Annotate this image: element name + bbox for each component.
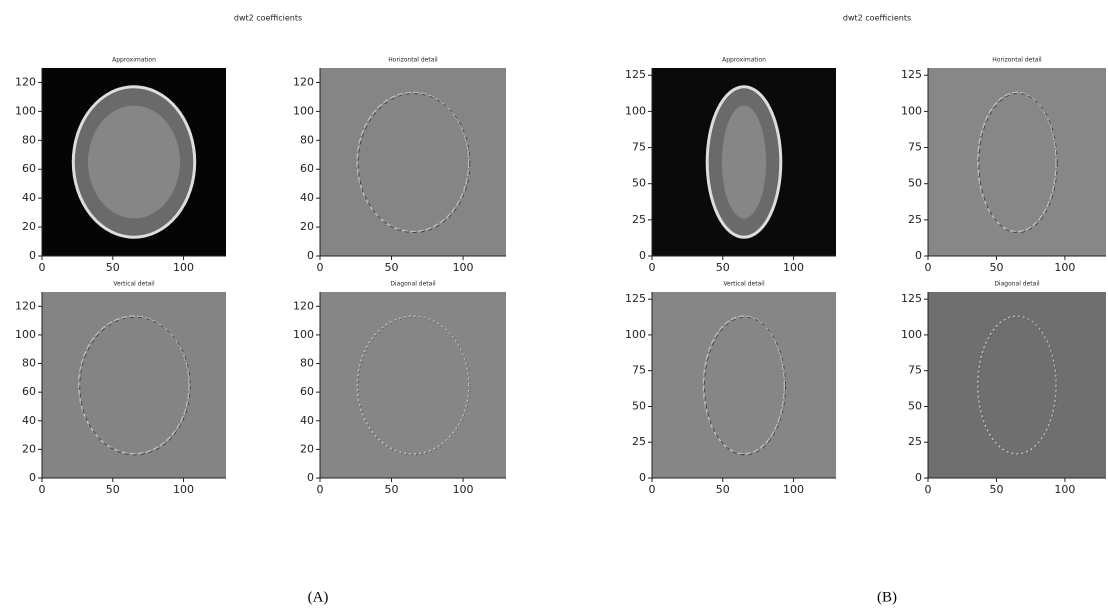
y-tick-label: 80 — [22, 133, 36, 146]
subplot-title: Horizontal detail — [388, 57, 438, 64]
y-tick-label: 60 — [22, 385, 36, 398]
x-tick-label: 50 — [989, 261, 1003, 274]
x-tick-label: 50 — [385, 483, 399, 496]
image — [928, 292, 1106, 478]
y-tick-label: 20 — [22, 220, 36, 233]
y-tick-label: 20 — [22, 442, 36, 455]
y-tick-label: 75 — [908, 364, 922, 377]
x-tick-label: 50 — [716, 483, 730, 496]
panel-label: (A) — [308, 589, 329, 605]
y-tick-label: 100 — [293, 328, 314, 341]
x-tick-label: 0 — [925, 483, 932, 496]
figure: dwt2 coefficients (A) Approximation 0 50 100 0… — [0, 0, 1108, 609]
subplot-title: Approximation — [112, 57, 156, 64]
y-tick-label: 120 — [15, 299, 36, 312]
y-tick-label: 25 — [908, 435, 922, 448]
x-tick-label: 50 — [716, 261, 730, 274]
x-tick-label: 100 — [783, 483, 804, 496]
y-tick-label: 125 — [901, 68, 922, 81]
y-tick-label: 120 — [293, 299, 314, 312]
y-tick-label: 100 — [293, 104, 314, 117]
x-tick-label: 0 — [649, 483, 656, 496]
y-tick-label: 25 — [908, 213, 922, 226]
y-tick-label: 75 — [632, 364, 646, 377]
y-tick-label: 125 — [901, 292, 922, 305]
y-tick-label: 75 — [908, 141, 922, 154]
x-tick-label: 50 — [106, 261, 120, 274]
image — [928, 68, 1106, 256]
figure-title: dwt2 coefficients — [843, 14, 911, 23]
image — [320, 68, 506, 256]
y-tick-label: 120 — [15, 75, 36, 88]
x-tick-label: 100 — [453, 483, 474, 496]
y-tick-label: 80 — [300, 133, 314, 146]
y-tick-label: 50 — [908, 177, 922, 190]
y-tick-label: 25 — [632, 213, 646, 226]
y-tick-label: 60 — [22, 162, 36, 175]
y-tick-label: 40 — [22, 191, 36, 204]
subplot-title: Horizontal detail — [992, 57, 1042, 64]
panel-label: (B) — [877, 589, 897, 605]
x-tick-label: 0 — [39, 483, 46, 496]
y-tick-label: 80 — [300, 357, 314, 370]
scan-inner — [88, 106, 180, 219]
subplot-title: Vertical detail — [723, 281, 765, 288]
x-tick-label: 0 — [39, 261, 46, 274]
subplot-title: Approximation — [722, 57, 766, 64]
y-tick-label: 20 — [300, 220, 314, 233]
y-tick-label: 100 — [15, 328, 36, 341]
y-tick-label: 120 — [293, 75, 314, 88]
image — [652, 292, 836, 478]
y-tick-label: 50 — [908, 399, 922, 412]
figure-title: dwt2 coefficients — [234, 14, 302, 23]
y-tick-label: 100 — [901, 104, 922, 117]
y-tick-label: 60 — [300, 385, 314, 398]
y-tick-label: 50 — [632, 399, 646, 412]
image — [320, 292, 506, 478]
x-tick-label: 100 — [1054, 483, 1075, 496]
y-tick-label: 40 — [300, 191, 314, 204]
x-tick-label: 100 — [173, 261, 194, 274]
x-tick-label: 0 — [317, 261, 324, 274]
subplot-title: Diagonal detail — [994, 281, 1040, 288]
y-tick-label: 80 — [22, 357, 36, 370]
x-tick-label: 100 — [1054, 261, 1075, 274]
x-tick-label: 50 — [106, 483, 120, 496]
y-tick-label: 0 — [915, 471, 922, 484]
y-tick-label: 100 — [625, 104, 646, 117]
y-tick-label: 20 — [300, 442, 314, 455]
scan-inner — [722, 106, 766, 219]
x-tick-label: 50 — [989, 483, 1003, 496]
y-tick-label: 50 — [632, 177, 646, 190]
y-tick-label: 100 — [625, 328, 646, 341]
y-tick-label: 60 — [300, 162, 314, 175]
y-tick-label: 40 — [22, 414, 36, 427]
y-tick-label: 40 — [300, 414, 314, 427]
x-tick-label: 100 — [173, 483, 194, 496]
y-tick-label: 0 — [307, 471, 314, 484]
y-tick-label: 0 — [307, 249, 314, 262]
y-tick-label: 0 — [915, 249, 922, 262]
y-tick-label: 125 — [625, 292, 646, 305]
subplot-title: Vertical detail — [113, 281, 155, 288]
y-tick-label: 125 — [625, 68, 646, 81]
x-tick-label: 0 — [317, 483, 324, 496]
y-tick-label: 100 — [901, 328, 922, 341]
x-tick-label: 50 — [385, 261, 399, 274]
x-tick-label: 100 — [453, 261, 474, 274]
image — [42, 292, 226, 478]
y-tick-label: 0 — [639, 471, 646, 484]
x-tick-label: 0 — [649, 261, 656, 274]
y-tick-label: 100 — [15, 104, 36, 117]
y-tick-label: 25 — [632, 435, 646, 448]
y-tick-label: 0 — [29, 471, 36, 484]
y-tick-label: 0 — [29, 249, 36, 262]
x-tick-label: 0 — [925, 261, 932, 274]
y-tick-label: 0 — [639, 249, 646, 262]
x-tick-label: 100 — [783, 261, 804, 274]
subplot-title: Diagonal detail — [390, 281, 436, 288]
y-tick-label: 75 — [632, 141, 646, 154]
